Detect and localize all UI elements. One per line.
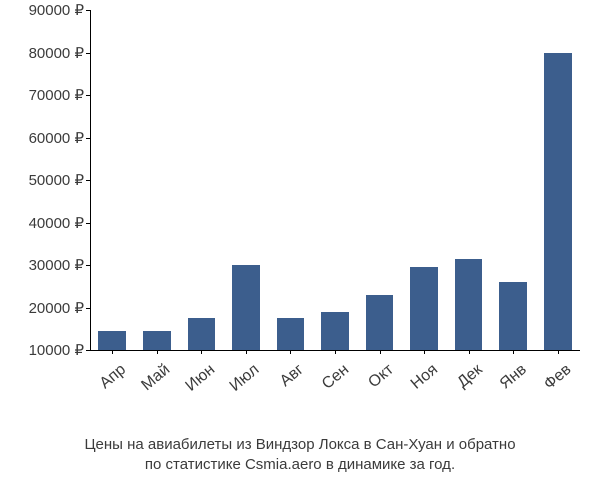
bar	[143, 331, 171, 350]
bar	[321, 312, 349, 350]
y-tick-label: 20000 ₽	[29, 299, 84, 317]
x-tick-mark	[246, 350, 247, 354]
x-tick-mark	[380, 350, 381, 354]
x-tick-mark	[513, 350, 514, 354]
x-tick-mark	[424, 350, 425, 354]
x-tick-label: Сен	[319, 361, 353, 394]
x-tick-mark	[157, 350, 158, 354]
bars-container	[90, 10, 580, 350]
x-tick-label: Июн	[183, 361, 219, 396]
x-tick-label: Ноя	[408, 361, 442, 394]
x-tick-label: Авг	[277, 361, 308, 391]
y-tick-label: 50000 ₽	[29, 171, 84, 189]
x-tick-mark	[558, 350, 559, 354]
x-tick-mark	[335, 350, 336, 354]
bar	[499, 282, 527, 350]
bar	[98, 331, 126, 350]
y-tick-label: 70000 ₽	[29, 86, 84, 104]
x-tick-label: Фев	[541, 361, 575, 394]
bar	[277, 318, 305, 350]
x-tick-label: Дек	[454, 361, 486, 392]
bar	[366, 295, 394, 350]
x-tick-mark	[290, 350, 291, 354]
x-tick-label: Янв	[497, 361, 531, 393]
x-tick-mark	[112, 350, 113, 354]
y-tick-label: 40000 ₽	[29, 214, 84, 232]
bar	[544, 53, 572, 351]
y-axis: 10000 ₽20000 ₽30000 ₽40000 ₽50000 ₽60000…	[0, 10, 90, 350]
bar	[188, 318, 216, 350]
y-tick-label: 60000 ₽	[29, 129, 84, 147]
price-chart: 10000 ₽ 20000 ₽ 30000 ₽ 40000 ₽ 50000 ₽ 60000…	[0, 0, 600, 500]
caption-line-1: Цены на авиабилеты из Виндзор Локса в Са…	[0, 435, 600, 455]
y-tick-mark	[86, 350, 90, 351]
x-tick-mark	[469, 350, 470, 354]
x-tick-label: Июл	[227, 361, 263, 396]
bar	[455, 259, 483, 350]
y-tick-label: 10000 ₽	[29, 341, 84, 359]
y-tick-label: 80000 ₽	[29, 44, 84, 62]
bar	[410, 267, 438, 350]
y-tick-label: 90000 ₽	[29, 1, 84, 19]
y-tick-label: 30000 ₽	[29, 256, 84, 274]
x-tick-label: Окт	[365, 361, 397, 392]
plot-area	[90, 10, 580, 350]
caption-line-2: по статистике Csmia.aero в динамике за г…	[0, 455, 600, 475]
x-tick-label: Апр	[97, 361, 130, 393]
x-axis-labels: Апр МайИюнИюл Авг Сен Окт Ноя Дек Янв Фев	[90, 355, 580, 435]
x-tick-mark	[201, 350, 202, 354]
bar	[232, 265, 260, 350]
x-tick-label: Май	[139, 361, 175, 395]
